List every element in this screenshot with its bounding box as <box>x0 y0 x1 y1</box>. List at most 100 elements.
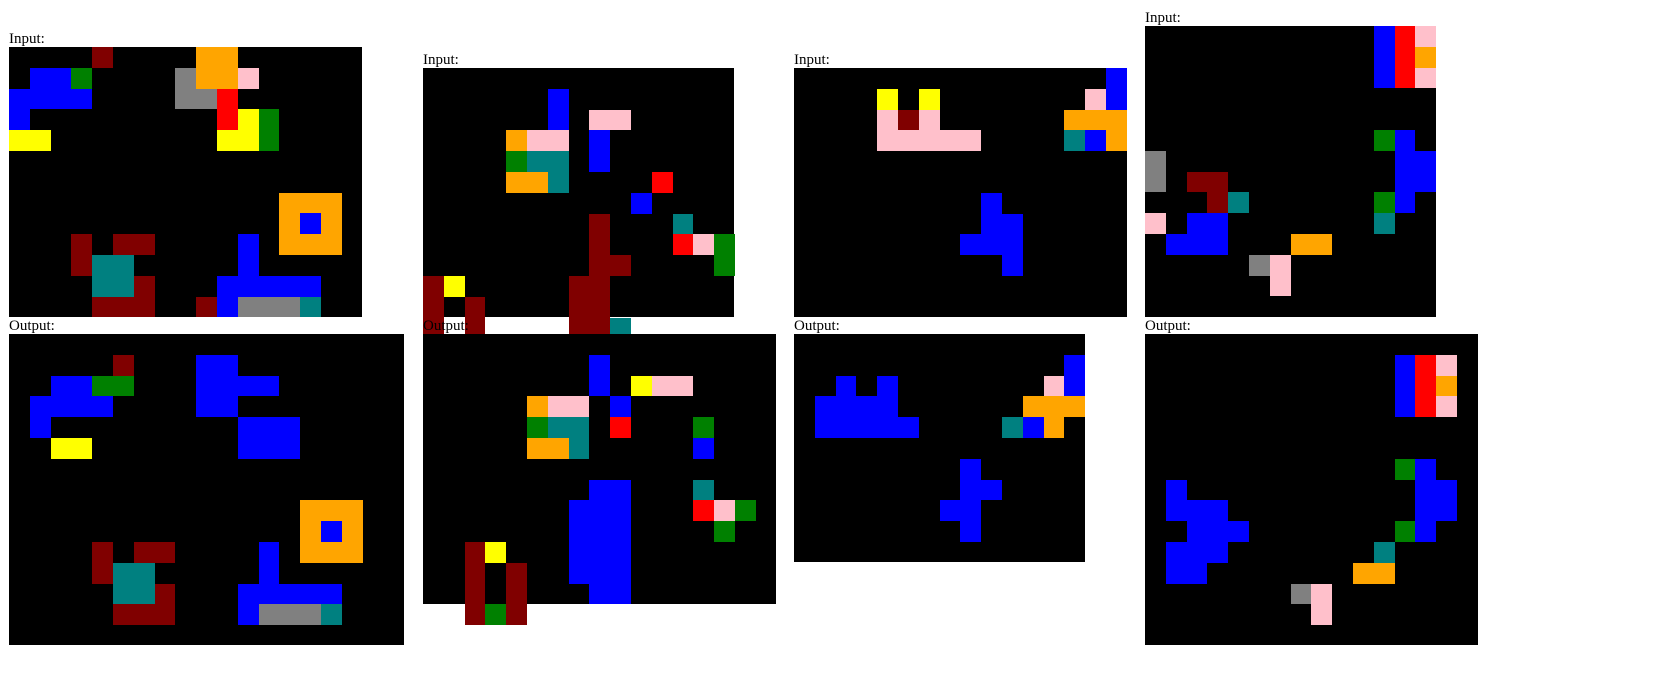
pair-3-input-cell <box>1002 255 1023 276</box>
pair-1-input-cell <box>238 276 259 297</box>
pair-2-input-cell <box>465 297 485 318</box>
pair-1-output-cell <box>300 584 321 604</box>
pair-1-output-grid <box>9 334 404 645</box>
pair-2-input-cell <box>610 255 631 276</box>
pair-4-input-cell <box>1187 172 1207 192</box>
pair-1-output-cell <box>92 563 113 584</box>
pair-1-output-label: Output: <box>9 318 55 334</box>
pair-3-output-cell <box>1064 376 1085 396</box>
pair-1-input-cell <box>51 89 71 109</box>
pair-4-output-cell <box>1291 584 1311 604</box>
pair-2-input-cell <box>548 130 569 151</box>
pair-2-output-cell <box>693 500 714 521</box>
pair-2-input-cell <box>506 130 527 151</box>
pair-4-input-cell <box>1374 130 1395 151</box>
pair-4-output-cell <box>1187 500 1207 521</box>
pair-1-output-cell <box>321 521 342 542</box>
pair-3-output-cell <box>1044 417 1064 438</box>
pair-1-input-cell <box>259 130 279 151</box>
pair-1-input-cell <box>196 68 217 89</box>
pair-1-output-cell <box>92 542 113 563</box>
pair-4-input-cell <box>1374 213 1395 234</box>
pair-2-output-cell <box>610 542 631 563</box>
pair-1-input-cell <box>217 297 238 317</box>
pair-4-input-cell <box>1395 26 1415 47</box>
pair-1-input-cell <box>279 276 300 297</box>
pair-2-output-cell <box>589 521 610 542</box>
pair-2-input-cell <box>423 318 444 338</box>
pair-2-output-cell <box>527 417 548 438</box>
pair-3-input-cell <box>1106 110 1127 130</box>
pair-3-output-cell <box>940 500 960 521</box>
pair-4-input-cell <box>1374 26 1395 47</box>
pair-4-input-cell <box>1374 192 1395 213</box>
pair-1-input-cell <box>238 130 259 151</box>
pair-4-output-cell <box>1166 480 1187 500</box>
pair-2-input-cell <box>548 89 569 110</box>
pair-4-output-cell <box>1353 563 1374 584</box>
pair-2-output-cell <box>631 376 652 396</box>
pair-1-output-cell <box>71 438 92 459</box>
pair-4-output-cell <box>1166 563 1187 584</box>
pair-4-output-label: Output: <box>1145 318 1191 334</box>
pair-4-output-cell <box>1436 500 1457 521</box>
pair-1-output-cell <box>238 604 259 625</box>
pair-3-input-cell <box>1106 89 1127 110</box>
pair-4-input-cell <box>1415 47 1436 68</box>
pair-2-input-cell <box>714 234 735 255</box>
pair-2-input-cell <box>589 234 610 255</box>
pair-1-input-cell <box>321 234 342 255</box>
pair-3-input-cell <box>877 110 898 130</box>
pair-2-output-cell <box>548 417 569 438</box>
pair-1-output-cell <box>238 438 259 459</box>
pair-1-input-cell <box>217 47 238 68</box>
pair-3-input-cell <box>877 130 898 151</box>
pair-1-output-cell <box>30 396 51 417</box>
pair-2-input-cell <box>569 297 589 318</box>
pair-1-output-cell <box>259 604 279 625</box>
pair-3-output-cell <box>856 417 877 438</box>
pair-1-output-cell <box>217 376 238 396</box>
pair-3-output-cell <box>1023 396 1044 417</box>
pair-1-input-cell <box>30 130 51 151</box>
pair-2-output-cell <box>465 563 485 584</box>
pair-1-input-cell <box>30 89 51 109</box>
pair-4-output-cell <box>1207 500 1228 521</box>
pair-4-input-cell <box>1249 255 1270 276</box>
pair-1-input-cell <box>92 276 113 297</box>
pair-3-output-cell <box>1023 417 1044 438</box>
pair-4-input-cell <box>1395 192 1415 213</box>
pair-2-output-cell <box>548 438 569 459</box>
pair-1-input-cell <box>134 234 155 255</box>
pair-2-output-cell <box>569 396 589 417</box>
pair-1-output-cell <box>238 417 259 438</box>
pair-2-output-cell <box>506 563 527 584</box>
pair-2-output-label: Output: <box>423 318 469 334</box>
pair-4-input-cell <box>1207 213 1228 234</box>
pair-3-output-cell <box>960 500 981 521</box>
pair-3-output-cell <box>877 396 898 417</box>
pair-4-output-cell <box>1207 542 1228 563</box>
pair-1-input-cell <box>259 276 279 297</box>
pair-2-input-cell <box>527 151 548 172</box>
pair-1-output-cell <box>279 417 300 438</box>
pair-1-output-cell <box>113 584 134 604</box>
pair-2-output-cell <box>610 563 631 584</box>
pair-2-output-cell <box>589 480 610 500</box>
pair-1-output-cell <box>71 396 92 417</box>
pair-2-output-cell <box>610 480 631 500</box>
pair-1-input-cell <box>134 276 155 297</box>
pair-2-input-cell <box>506 151 527 172</box>
pair-1-output-cell <box>217 396 238 417</box>
pair-2-input-cell <box>569 318 589 338</box>
pair-2-input-cell <box>693 234 714 255</box>
pair-1-input-cell <box>92 297 113 317</box>
pair-2-input-cell <box>589 276 610 297</box>
pair-1-output-cell <box>134 542 155 563</box>
pair-1-output-cell <box>259 584 279 604</box>
pair-3-input-cell <box>898 130 919 151</box>
pair-4-input-cell <box>1207 234 1228 255</box>
pair-3-input-cell <box>981 234 1002 255</box>
pair-3-input-cell <box>919 130 940 151</box>
pair-4-input-cell <box>1395 172 1415 192</box>
